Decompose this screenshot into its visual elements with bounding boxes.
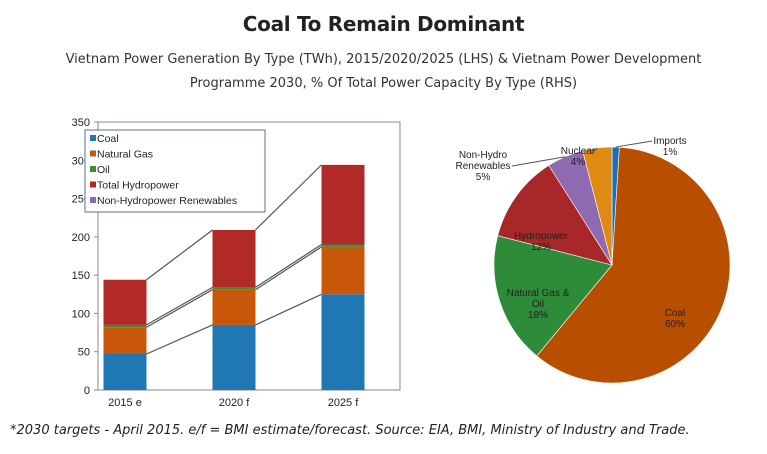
pie-label: Hydropower bbox=[514, 231, 569, 242]
legend-swatch bbox=[90, 197, 96, 203]
legend-label: Coal bbox=[97, 133, 119, 145]
pie-label: Natural Gas & bbox=[507, 288, 570, 299]
pie-label: Imports bbox=[653, 136, 686, 147]
pie-label: Coal bbox=[665, 308, 686, 319]
chart-title: Coal To Remain Dominant bbox=[242, 12, 525, 36]
legend-box bbox=[84, 129, 266, 213]
series-line bbox=[146, 229, 213, 281]
legend-label: Natural Gas bbox=[97, 149, 153, 161]
pie-label: 60% bbox=[665, 319, 685, 330]
legend-label: Oil bbox=[97, 164, 110, 176]
y-tick-label: 100 bbox=[72, 308, 90, 320]
legend-swatch bbox=[90, 181, 96, 188]
series-line bbox=[255, 164, 322, 231]
bar-segment-total-hydropower bbox=[321, 164, 365, 245]
pie-label: Nuclear bbox=[561, 146, 596, 157]
y-tick-label: 0 bbox=[84, 385, 90, 397]
series-line bbox=[255, 293, 322, 326]
series-connector-lines bbox=[146, 164, 322, 355]
bar-segment-oil bbox=[103, 324, 147, 328]
pie-label: 4% bbox=[571, 157, 586, 168]
pie-slice-coal bbox=[536, 146, 731, 384]
x-tick-label: 2015 e bbox=[108, 397, 142, 409]
legend-swatch bbox=[90, 135, 96, 141]
bar-segment-total-hydropower bbox=[103, 279, 147, 325]
series-line bbox=[146, 324, 213, 355]
bar-segment-natural-gas bbox=[103, 327, 147, 355]
bar-segment-coal bbox=[212, 324, 256, 390]
bar-segment-coal bbox=[103, 354, 147, 390]
pie-chart bbox=[493, 146, 731, 384]
pie-label: 18% bbox=[528, 310, 548, 321]
pie-slice-hydropower bbox=[497, 164, 613, 266]
legend-label: Total Hydropower bbox=[97, 180, 179, 192]
pie-label: 12% bbox=[531, 242, 551, 253]
series-line bbox=[146, 286, 213, 326]
bar-segment-oil bbox=[321, 244, 365, 247]
x-tick-label: 2020 f bbox=[219, 397, 251, 409]
bar-segment-total-hydropower bbox=[212, 229, 256, 288]
subtitle-line-2: Programme 2030, % Of Total Power Capacit… bbox=[189, 76, 578, 91]
pie-leader-line bbox=[615, 140, 653, 148]
pie-label: Oil bbox=[532, 299, 544, 310]
pie-label: Non-Hydro bbox=[459, 150, 508, 161]
series-line bbox=[146, 289, 213, 328]
pie-label: Renewables bbox=[455, 161, 510, 172]
legend-swatch bbox=[90, 166, 96, 172]
legend-label: Non-Hydropower Renewables bbox=[97, 195, 237, 207]
pie-leader-line bbox=[511, 156, 566, 167]
bar-segment-oil bbox=[212, 287, 256, 290]
legend-swatch bbox=[90, 150, 96, 157]
legend: Coal Natural Gas Oil Total Hydropower Non-Hy… bbox=[84, 129, 266, 213]
y-tick-label: 150 bbox=[72, 270, 90, 282]
chart-subtitle: Vietnam Power Generation By Type (TWh), … bbox=[20, 48, 747, 96]
source-footnote: *2030 targets - April 2015. e/f = BMI es… bbox=[10, 423, 690, 438]
pie-slice-natural-gas-oil bbox=[493, 235, 613, 357]
x-axis-labels: 2015 e 2020 f 2025 f bbox=[108, 397, 359, 409]
y-tick-label: 50 bbox=[78, 347, 90, 359]
x-tick-label: 2025 f bbox=[328, 397, 360, 409]
subtitle-line-1: Vietnam Power Generation By Type (TWh), … bbox=[65, 52, 702, 67]
series-line bbox=[255, 246, 322, 291]
bar-segment-coal bbox=[321, 294, 365, 390]
bar-segment-natural-gas bbox=[212, 289, 256, 325]
series-line bbox=[255, 244, 322, 288]
bar-segment-natural-gas bbox=[321, 246, 365, 295]
pie-label: 1% bbox=[663, 147, 678, 158]
bar-marks bbox=[103, 164, 365, 390]
pie-leader-line bbox=[591, 147, 598, 154]
y-tick-label: 200 bbox=[72, 232, 90, 244]
pie-label: 5% bbox=[476, 172, 491, 183]
pie-slice-nuclear bbox=[582, 146, 613, 266]
y-tick-label: 350 bbox=[72, 117, 90, 129]
